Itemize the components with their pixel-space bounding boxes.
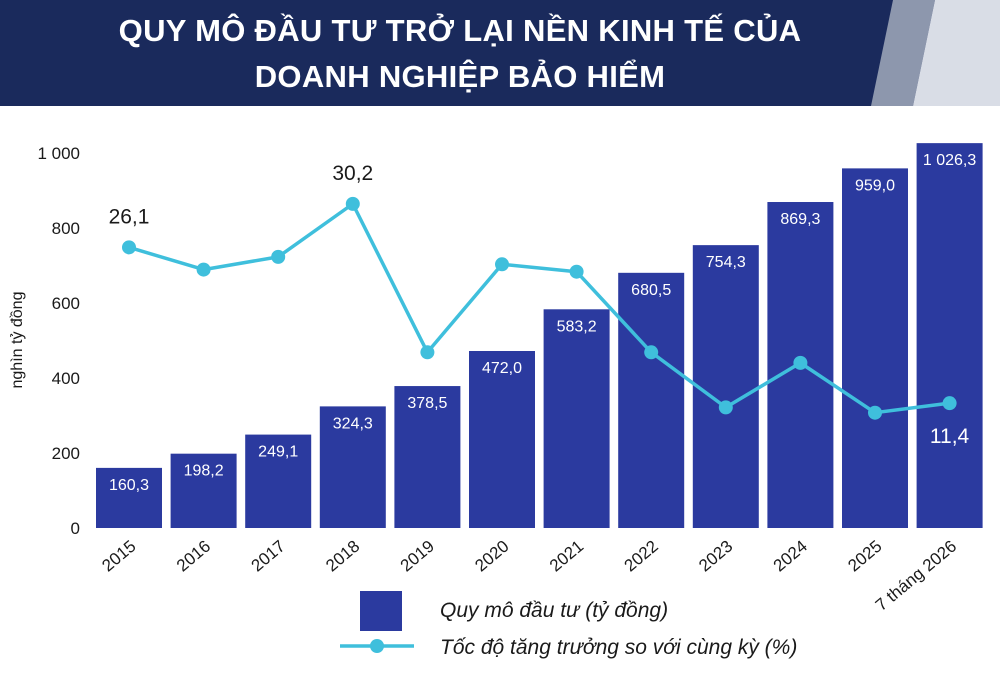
- header-banner: [0, 0, 1000, 106]
- growth-rate-point: [122, 240, 136, 255]
- growth-rate-line: [128, 202, 950, 415]
- x-tick-label: 2024: [770, 537, 811, 576]
- legend-bar-label: Quy mô đầu tư (tỷ đồng): [440, 599, 668, 622]
- growth-rate-point: [196, 262, 211, 277]
- bar: [767, 202, 834, 528]
- growth-rate-point: [345, 196, 360, 211]
- bar: [618, 272, 685, 528]
- growth-rate-point: [644, 345, 659, 360]
- x-tick-label: 2022: [621, 537, 662, 576]
- growth-rate-point: [793, 355, 808, 370]
- y-tick-label: 1 000: [37, 144, 80, 163]
- bar: [916, 143, 983, 528]
- bar: [96, 467, 162, 528]
- x-tick-label: 2023: [695, 537, 736, 576]
- bar: [394, 386, 461, 528]
- y-tick-label: 600: [52, 294, 80, 313]
- bar-value-label: 583,2: [557, 318, 597, 335]
- x-tick-label: 2016: [173, 537, 214, 576]
- x-tick-label: 2018: [322, 537, 363, 576]
- chart-title: QUY MÔ ĐẦU TƯ TRỞ LẠI NỀN KINH TẾ CỦA DO…: [0, 8, 920, 100]
- x-tick-label: 2017: [248, 537, 289, 576]
- growth-rate-point: [942, 396, 957, 411]
- x-tick-label: 2025: [844, 537, 885, 576]
- bar: [170, 453, 237, 528]
- y-tick-label: 0: [71, 519, 80, 538]
- x-tick-label: 2015: [98, 537, 139, 576]
- growth-rate-point: [420, 345, 435, 360]
- legend-bar-swatch: [360, 591, 402, 631]
- growth-rate-point: [868, 405, 882, 420]
- bar: [692, 245, 759, 528]
- growth-rate-point: [495, 257, 509, 272]
- bar-value-label: 324,3: [333, 415, 373, 432]
- bar: [543, 309, 610, 528]
- growth-rate-point: [569, 264, 584, 279]
- x-tick-label: 2019: [397, 537, 438, 576]
- bar-value-label: 1 026,3: [923, 152, 976, 169]
- header-stripe-dark: [871, 0, 935, 106]
- y-axis-label: nghìn tỷ đồng: [9, 292, 26, 389]
- bar-value-label: 378,5: [407, 395, 447, 412]
- chart-title-line-2: DOANH NGHIỆP BẢO HIỂM: [254, 59, 666, 94]
- x-tick-label: 2021: [546, 537, 587, 576]
- bar-value-label: 472,0: [482, 360, 522, 377]
- x-tick-label: 7 tháng 2026: [872, 537, 960, 615]
- bar-value-label: 160,3: [109, 477, 149, 494]
- growth-rate-point-label: 30,2: [332, 162, 373, 185]
- bar-value-label: 249,1: [258, 444, 298, 461]
- chart-title-line-1: QUY MÔ ĐẦU TƯ TRỞ LẠI NỀN KINH TẾ CỦA: [118, 13, 802, 48]
- growth-rate-point: [271, 249, 286, 264]
- bar: [319, 406, 386, 528]
- y-tick-label: 200: [52, 444, 80, 463]
- y-tick-label: 400: [52, 369, 80, 388]
- bar: [842, 168, 908, 528]
- legend-line-marker: [370, 639, 384, 653]
- bar-value-label: 959,0: [855, 177, 895, 194]
- growth-rate-point-label: 26,1: [109, 205, 150, 228]
- growth-rate-point: [718, 400, 733, 415]
- legend-line-label: Tốc độ tăng trưởng so với cùng kỳ (%): [440, 636, 797, 659]
- bar: [469, 351, 535, 528]
- bar-value-label: 198,2: [184, 463, 224, 480]
- header-stripe-light: [913, 0, 1000, 106]
- header-background: [0, 0, 1000, 106]
- x-tick-label: 2020: [471, 537, 512, 576]
- bar-value-label: 754,3: [706, 254, 746, 271]
- bar: [245, 434, 312, 528]
- growth-rate-point-label: 11,4: [930, 425, 970, 448]
- y-tick-label: 800: [52, 219, 80, 238]
- bar-value-label: 680,5: [631, 282, 671, 299]
- bar-value-label: 869,3: [780, 211, 820, 228]
